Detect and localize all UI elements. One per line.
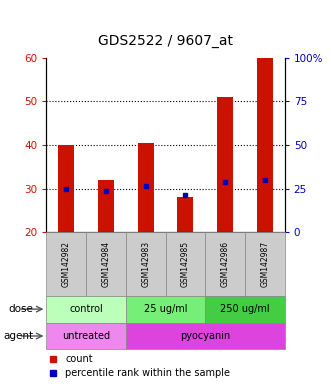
Text: count: count xyxy=(66,354,93,364)
Bar xyxy=(126,296,205,323)
Text: 25 ug/ml: 25 ug/ml xyxy=(144,304,187,314)
Bar xyxy=(126,232,166,296)
Text: control: control xyxy=(69,304,103,314)
Text: 250 ug/ml: 250 ug/ml xyxy=(220,304,270,314)
Bar xyxy=(46,296,126,323)
Text: pyocyanin: pyocyanin xyxy=(180,331,230,341)
Bar xyxy=(205,296,285,323)
Text: GDS2522 / 9607_at: GDS2522 / 9607_at xyxy=(98,34,233,48)
Bar xyxy=(166,232,205,296)
Bar xyxy=(46,323,126,349)
Bar xyxy=(205,232,245,296)
Bar xyxy=(177,197,193,232)
Text: dose: dose xyxy=(8,304,33,314)
Bar xyxy=(217,97,233,232)
Bar xyxy=(257,58,273,232)
Text: percentile rank within the sample: percentile rank within the sample xyxy=(66,368,230,378)
Bar xyxy=(138,143,154,232)
Text: GSM142982: GSM142982 xyxy=(62,241,71,287)
Bar xyxy=(86,232,126,296)
Text: GSM142983: GSM142983 xyxy=(141,241,150,287)
Bar xyxy=(245,232,285,296)
Bar xyxy=(126,323,285,349)
Bar xyxy=(46,232,86,296)
Bar xyxy=(58,145,74,232)
Text: GSM142985: GSM142985 xyxy=(181,241,190,287)
Text: untreated: untreated xyxy=(62,331,110,341)
Text: agent: agent xyxy=(3,331,33,341)
Text: GSM142987: GSM142987 xyxy=(260,241,269,287)
Bar xyxy=(98,180,114,232)
Text: GSM142986: GSM142986 xyxy=(220,241,230,287)
Text: GSM142984: GSM142984 xyxy=(101,241,111,287)
